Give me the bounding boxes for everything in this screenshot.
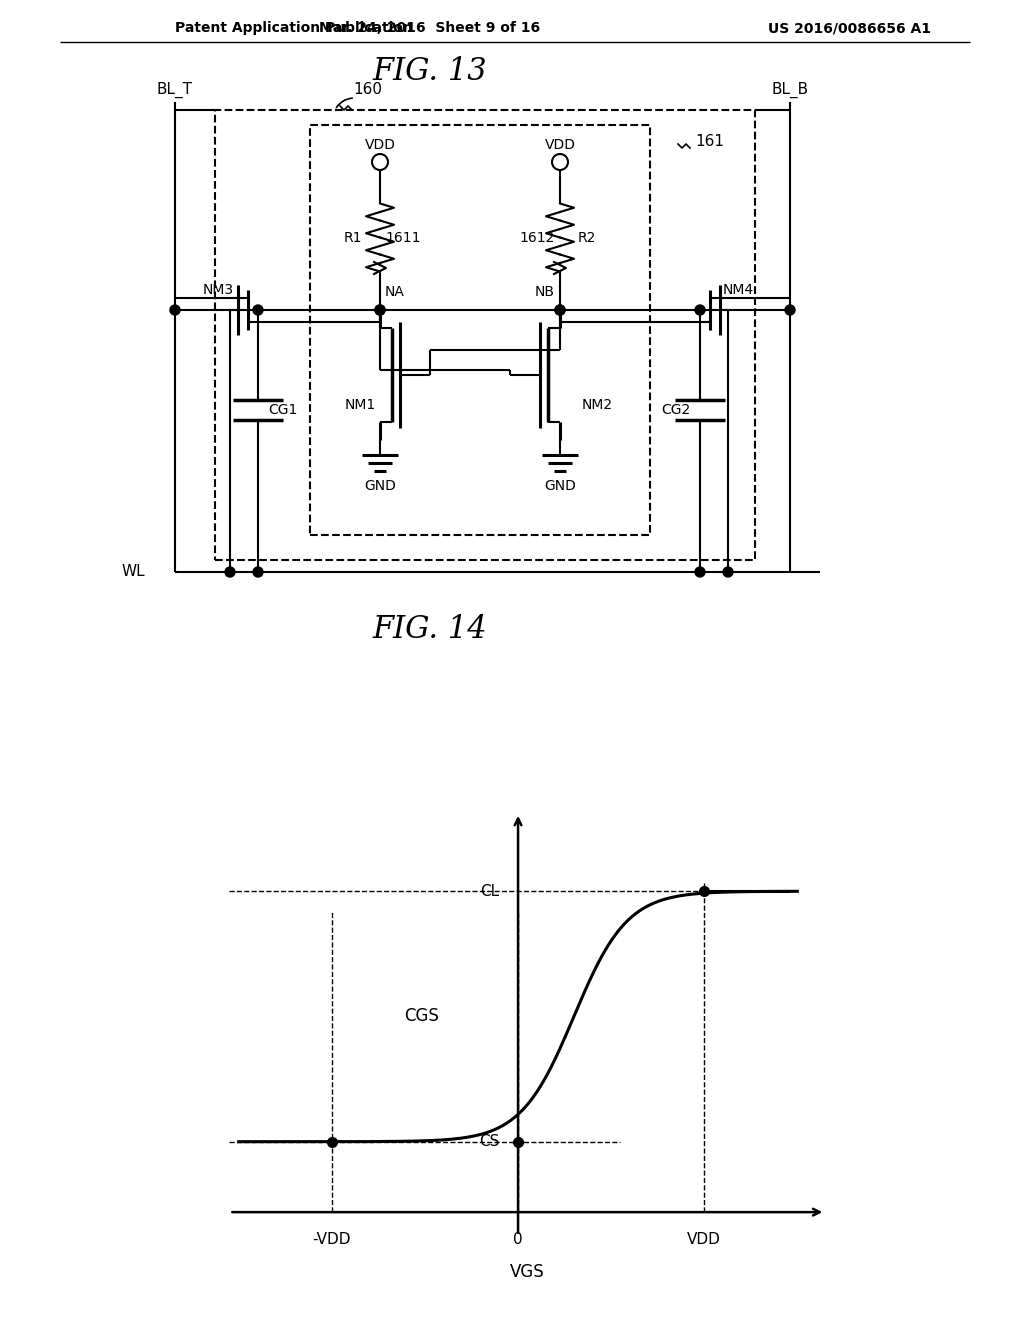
- Text: R2: R2: [578, 231, 596, 246]
- Circle shape: [253, 305, 263, 315]
- Text: 1611: 1611: [385, 231, 421, 246]
- Circle shape: [253, 568, 263, 577]
- Text: BL_T: BL_T: [157, 82, 193, 98]
- Text: NM1: NM1: [344, 399, 376, 412]
- Circle shape: [785, 305, 795, 315]
- Text: CG2: CG2: [660, 403, 690, 417]
- Bar: [215, 110, 755, 560]
- Circle shape: [375, 305, 385, 315]
- Circle shape: [375, 305, 385, 315]
- Circle shape: [695, 305, 705, 315]
- Text: FIG. 13: FIG. 13: [373, 57, 487, 87]
- Bar: [310, 125, 650, 535]
- Text: VDD: VDD: [545, 139, 575, 152]
- Text: NA: NA: [385, 285, 404, 300]
- Text: R1: R1: [343, 231, 362, 246]
- Circle shape: [555, 305, 565, 315]
- Text: GND: GND: [544, 479, 575, 492]
- Text: CS: CS: [479, 1134, 500, 1150]
- Circle shape: [723, 568, 733, 577]
- Text: 161: 161: [695, 135, 724, 149]
- Text: 160: 160: [353, 82, 383, 98]
- Text: NM4: NM4: [723, 282, 754, 297]
- Circle shape: [170, 305, 180, 315]
- Text: NM3: NM3: [203, 282, 233, 297]
- Text: 1612: 1612: [519, 231, 555, 246]
- Circle shape: [695, 568, 705, 577]
- Text: VGS: VGS: [510, 1263, 545, 1280]
- Text: CG1: CG1: [268, 403, 297, 417]
- Text: 0: 0: [513, 1232, 523, 1246]
- Text: NB: NB: [535, 285, 555, 300]
- Text: FIG. 14: FIG. 14: [373, 615, 487, 645]
- Text: CGS: CGS: [403, 1007, 438, 1026]
- Text: US 2016/0086656 A1: US 2016/0086656 A1: [768, 21, 932, 36]
- Text: VDD: VDD: [687, 1232, 721, 1246]
- Text: CL: CL: [480, 884, 500, 899]
- Circle shape: [225, 568, 234, 577]
- Text: GND: GND: [365, 479, 396, 492]
- Text: Patent Application Publication: Patent Application Publication: [175, 21, 413, 36]
- Text: NM2: NM2: [582, 399, 613, 412]
- Text: VDD: VDD: [365, 139, 395, 152]
- Text: BL_B: BL_B: [771, 82, 809, 98]
- Text: Mar. 24, 2016  Sheet 9 of 16: Mar. 24, 2016 Sheet 9 of 16: [319, 21, 541, 36]
- Text: WL: WL: [122, 565, 145, 579]
- Circle shape: [555, 305, 565, 315]
- Text: -VDD: -VDD: [312, 1232, 351, 1246]
